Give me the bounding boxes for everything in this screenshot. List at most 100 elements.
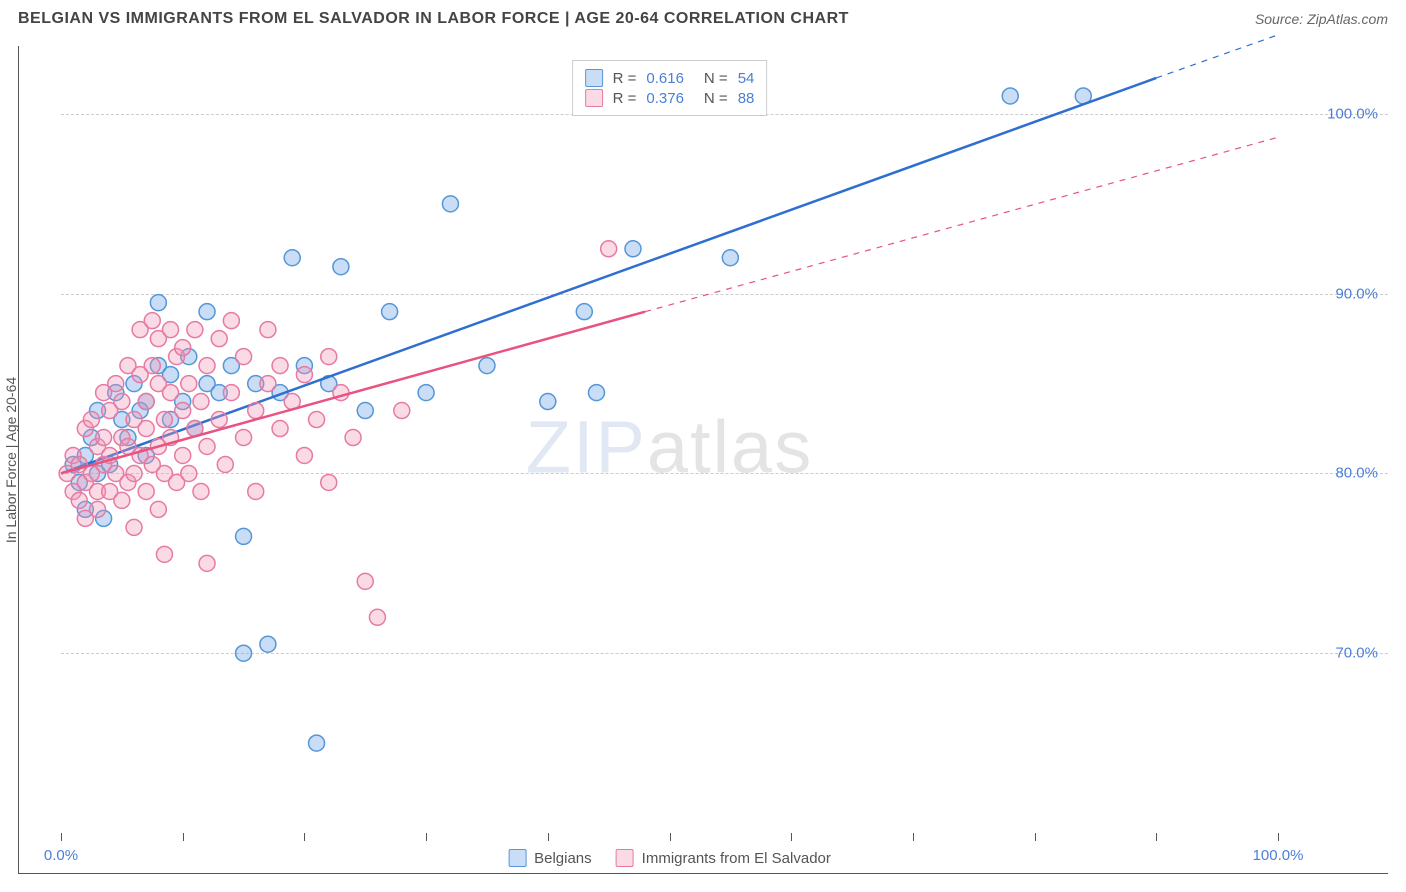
data-point [156, 412, 172, 428]
data-point [576, 304, 592, 320]
data-point [369, 609, 385, 625]
data-point [309, 412, 325, 428]
data-point [296, 367, 312, 383]
legend-swatch [508, 849, 526, 867]
x-tick [183, 833, 184, 841]
data-point [156, 546, 172, 562]
data-point [284, 250, 300, 266]
data-point [236, 349, 252, 365]
data-point [296, 447, 312, 463]
data-point [144, 358, 160, 374]
data-point [345, 430, 361, 446]
legend-swatch [585, 69, 603, 87]
x-tick [61, 833, 62, 841]
data-point [333, 259, 349, 275]
data-point [144, 313, 160, 329]
y-tick-label: 100.0% [1327, 105, 1378, 122]
data-point [114, 394, 130, 410]
data-point [138, 483, 154, 499]
data-point [272, 358, 288, 374]
data-point [199, 439, 215, 455]
data-point [187, 322, 203, 338]
x-tick [670, 833, 671, 841]
correlation-legend: R =0.616N =54R =0.376N =88 [572, 60, 768, 116]
data-point [175, 403, 191, 419]
y-tick-label: 80.0% [1335, 465, 1378, 482]
regression-line [61, 312, 645, 474]
data-point [211, 412, 227, 428]
data-point [321, 474, 337, 490]
data-point [418, 385, 434, 401]
y-tick-label: 70.0% [1335, 645, 1378, 662]
data-point [90, 501, 106, 517]
r-value: 0.376 [646, 90, 684, 107]
n-value: 54 [738, 70, 755, 87]
data-point [150, 295, 166, 311]
data-point [114, 492, 130, 508]
n-label: N = [704, 90, 728, 107]
legend-row: R =0.616N =54 [585, 69, 755, 87]
plot-area: ZIPatlas 70.0%80.0%90.0%100.0% 0.0%100.0… [61, 60, 1278, 833]
data-point [108, 376, 124, 392]
data-point [126, 465, 142, 481]
x-tick [1278, 833, 1279, 841]
chart-container: In Labor Force | Age 20-64 ZIPatlas 70.0… [18, 46, 1388, 874]
data-point [260, 322, 276, 338]
data-point [442, 196, 458, 212]
legend-swatch [616, 849, 634, 867]
data-point [321, 349, 337, 365]
data-point [248, 403, 264, 419]
data-point [138, 394, 154, 410]
data-point [150, 501, 166, 517]
data-point [236, 430, 252, 446]
data-point [138, 421, 154, 437]
data-point [625, 241, 641, 257]
data-point [199, 358, 215, 374]
data-point [175, 340, 191, 356]
data-point [96, 430, 112, 446]
data-point [163, 385, 179, 401]
data-point [588, 385, 604, 401]
data-point [193, 394, 209, 410]
data-point [193, 483, 209, 499]
data-point [83, 412, 99, 428]
series-legend: Belgians Immigrants from El Salvador [508, 849, 831, 867]
regression-extension [1156, 35, 1278, 78]
data-point [260, 636, 276, 652]
data-point [211, 331, 227, 347]
y-axis-label: In Labor Force | Age 20-64 [3, 376, 19, 542]
r-value: 0.616 [646, 70, 684, 87]
x-tick [548, 833, 549, 841]
data-point [540, 394, 556, 410]
legend-item: Immigrants from El Salvador [616, 849, 831, 867]
data-point [479, 358, 495, 374]
data-point [181, 376, 197, 392]
y-tick-label: 90.0% [1335, 285, 1378, 302]
legend-row: R =0.376N =88 [585, 89, 755, 107]
legend-item: Belgians [508, 849, 592, 867]
data-point [236, 645, 252, 661]
chart-source: Source: ZipAtlas.com [1255, 11, 1388, 27]
data-point [309, 735, 325, 751]
x-tick [304, 833, 305, 841]
data-point [260, 376, 276, 392]
x-tick-label: 100.0% [1253, 847, 1304, 865]
data-point [601, 241, 617, 257]
data-point [181, 465, 197, 481]
data-point [382, 304, 398, 320]
n-value: 88 [738, 90, 755, 107]
scatter-plot [61, 60, 1278, 833]
data-point [357, 573, 373, 589]
x-tick [1156, 833, 1157, 841]
x-tick [426, 833, 427, 841]
chart-header: BELGIAN VS IMMIGRANTS FROM EL SALVADOR I… [0, 0, 1406, 34]
x-tick [791, 833, 792, 841]
data-point [236, 528, 252, 544]
x-tick [1035, 833, 1036, 841]
x-tick-label: 0.0% [44, 847, 78, 865]
legend-label: Immigrants from El Salvador [642, 850, 831, 867]
data-point [71, 492, 87, 508]
data-point [199, 304, 215, 320]
data-point [272, 421, 288, 437]
data-point [223, 385, 239, 401]
